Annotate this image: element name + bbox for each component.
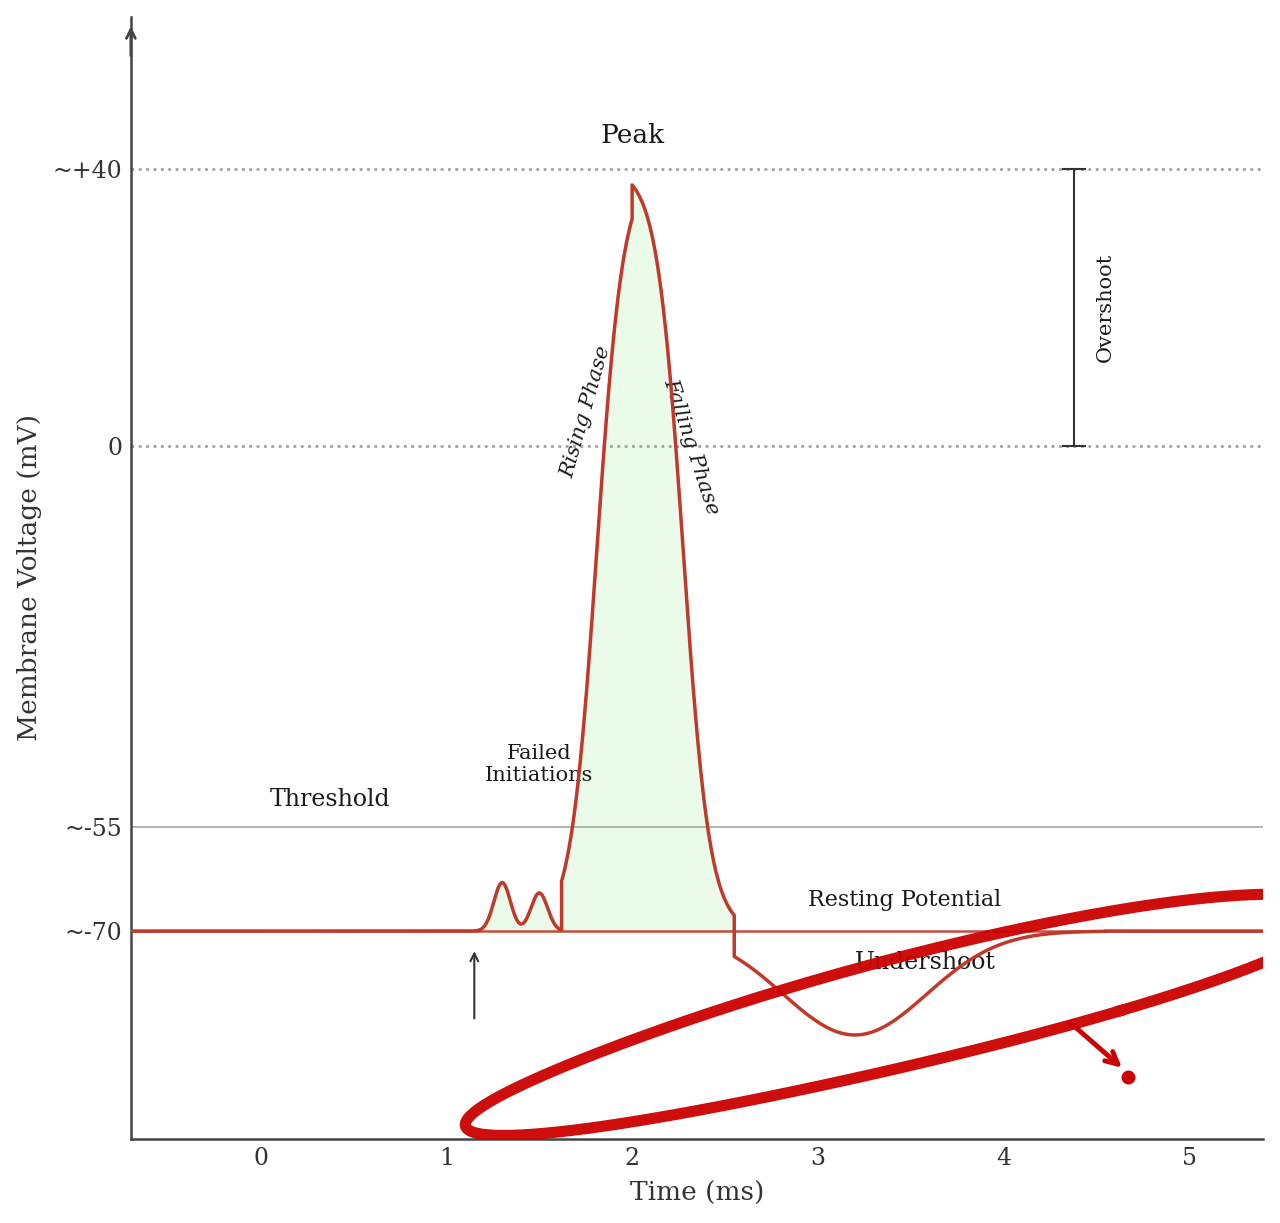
Text: Resting Potential: Resting Potential [809,889,1002,911]
Text: Overshoot: Overshoot [1096,253,1115,362]
Text: Falling Phase: Falling Phase [660,375,722,516]
Text: Undershoot: Undershoot [855,950,996,974]
Text: Threshold: Threshold [270,788,390,811]
X-axis label: Time (ms): Time (ms) [630,1181,764,1206]
Text: Rising Phase: Rising Phase [558,344,613,479]
Text: Peak: Peak [600,124,664,148]
Y-axis label: Membrane Voltage (mV): Membrane Voltage (mV) [17,415,42,741]
Text: Failed
Initiations: Failed Initiations [485,745,594,785]
